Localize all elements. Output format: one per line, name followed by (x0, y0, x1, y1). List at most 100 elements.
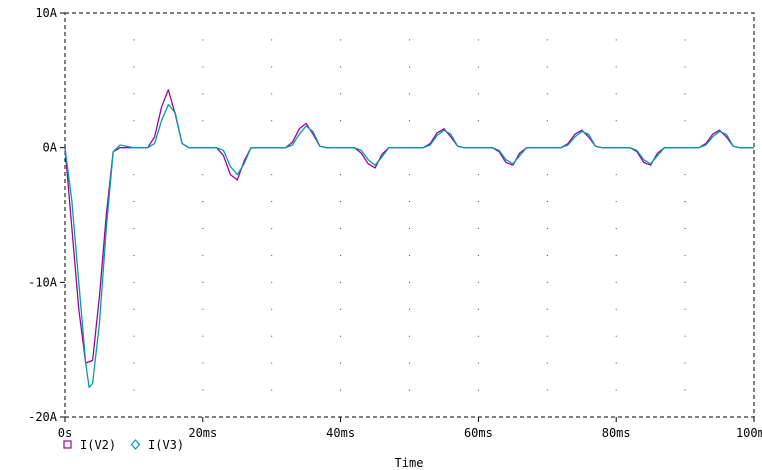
grid-dot (546, 281, 548, 283)
grid-dot (340, 308, 342, 310)
grid-dot (340, 227, 342, 229)
grid-dot (271, 66, 273, 68)
grid-dot (202, 308, 204, 310)
grid-dot (684, 389, 686, 391)
grid-dots (133, 39, 686, 391)
grid-dot (546, 254, 548, 256)
x-tick-label: 100ms (736, 426, 762, 440)
grid-dot (133, 308, 135, 310)
y-tick-label: 0A (43, 141, 58, 155)
x-tick-label: 60ms (464, 426, 493, 440)
x-tick-label: 40ms (326, 426, 355, 440)
grid-dot (202, 66, 204, 68)
grid-dot (133, 93, 135, 95)
grid-dot (684, 308, 686, 310)
grid-dot (477, 39, 479, 41)
grid-dot (409, 281, 410, 283)
grid-dot (477, 227, 479, 229)
grid-dot (133, 254, 135, 256)
x-tick-label: 80ms (602, 426, 631, 440)
grid-dot (271, 174, 273, 176)
grid-dot (615, 201, 617, 203)
grid-dot (477, 335, 479, 337)
grid-dot (202, 174, 204, 176)
grid-dot (271, 254, 273, 256)
legend-label: I(V2) (80, 438, 116, 452)
grid-dot (133, 174, 135, 176)
grid-dot (340, 254, 342, 256)
grid-dot (340, 281, 342, 283)
grid-dot (477, 281, 479, 283)
legend-diamond-marker (130, 439, 141, 450)
grid-dot (202, 39, 204, 41)
grid-dot (133, 39, 135, 41)
grid-dot (684, 66, 686, 68)
grid-dot (409, 66, 410, 68)
grid-dot (684, 39, 686, 41)
grid-dot (271, 93, 273, 95)
grid-dot (477, 93, 479, 95)
grid-dot (477, 174, 479, 176)
grid-dot (546, 308, 548, 310)
grid-dot (409, 201, 410, 203)
y-tick-label: -20A (28, 410, 58, 424)
grid-dot (409, 174, 410, 176)
grid-dot (684, 120, 686, 122)
grid-dot (546, 362, 548, 364)
grid-dot (340, 66, 342, 68)
grid-dot (340, 201, 342, 203)
grid-dot (409, 120, 410, 122)
grid-dot (684, 201, 686, 203)
grid-dot (271, 201, 273, 203)
grid-dot (202, 362, 204, 364)
grid-dot (546, 93, 548, 95)
axis-ticks: 0s 20ms 40ms 60ms 80ms 100ms 10A 0A -10A -20A (28, 6, 762, 440)
x-tick-label: 0s (58, 426, 72, 440)
plot-frame (64, 12, 755, 418)
grid-dot (271, 120, 273, 122)
grid-dot (615, 66, 617, 68)
grid-dot (615, 254, 617, 256)
grid-dot (202, 335, 204, 337)
grid-dot (409, 93, 410, 95)
grid-dot (409, 308, 410, 310)
grid-dot (202, 389, 204, 391)
grid-dot (546, 227, 548, 229)
grid-dot (615, 227, 617, 229)
grid-dot (271, 308, 273, 310)
grid-dot (409, 335, 410, 337)
grid-dot (340, 174, 342, 176)
grid-dot (546, 66, 548, 68)
grid-dot (477, 362, 479, 364)
grid-dot (271, 389, 273, 391)
grid-dot (615, 362, 617, 364)
grid-dot (133, 362, 135, 364)
grid-dot (271, 39, 273, 41)
grid-dot (477, 308, 479, 310)
grid-dot (340, 39, 342, 41)
legend-label: I(V3) (148, 438, 184, 452)
grid-dot (133, 201, 135, 203)
grid-dot (546, 39, 548, 41)
y-tick-label: -10A (28, 275, 58, 289)
grid-dot (409, 227, 410, 229)
grid-dot (202, 120, 204, 122)
legend-square-marker (63, 440, 72, 449)
grid-dot (684, 254, 686, 256)
grid-dot (340, 93, 342, 95)
grid-dot (546, 174, 548, 176)
series-line-2 (64, 103, 754, 389)
grid-dot (546, 389, 548, 391)
grid-dot (202, 281, 204, 283)
grid-dot (546, 201, 548, 203)
grid-dot (615, 39, 617, 41)
grid-dot (684, 93, 686, 95)
grid-dot (477, 120, 479, 122)
grid-dot (271, 227, 273, 229)
grid-dot (133, 389, 135, 391)
grid-dot (409, 362, 410, 364)
grid-dot (133, 227, 135, 229)
grid-dot (684, 174, 686, 176)
grid-dot (202, 254, 204, 256)
